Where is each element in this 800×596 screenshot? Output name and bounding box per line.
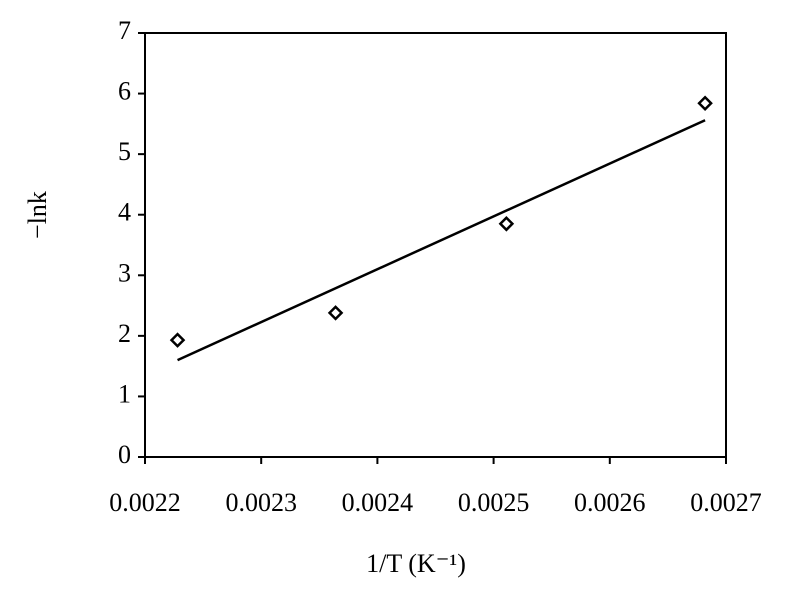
x-tick-label: 0.0025 (458, 488, 530, 517)
y-tick-label: 5 (118, 137, 131, 166)
data-point (327, 305, 344, 321)
x-tick-label: 0.0024 (342, 488, 414, 517)
y-tick-label: 6 (118, 77, 131, 106)
data-point (169, 332, 186, 348)
plot-frame (144, 32, 727, 458)
x-tick-label: 0.0023 (225, 488, 297, 517)
y-tick-label: 3 (118, 258, 131, 287)
x-tick-label: 0.0022 (109, 488, 181, 517)
trend-line (177, 119, 706, 362)
y-tick-label: 1 (118, 379, 131, 408)
y-tick-label: 0 (118, 440, 131, 469)
x-axis-label: 1/T (K⁻¹) (366, 549, 466, 578)
data-point (498, 216, 515, 232)
x-tick-label: 0.0027 (690, 488, 762, 517)
x-tick-label: 0.0026 (574, 488, 646, 517)
data-point (697, 95, 713, 112)
y-tick-label: 4 (118, 198, 131, 227)
y-axis-label: −lnk (23, 191, 52, 239)
y-tick-label: 2 (118, 319, 131, 348)
y-tick-label: 7 (118, 16, 131, 45)
